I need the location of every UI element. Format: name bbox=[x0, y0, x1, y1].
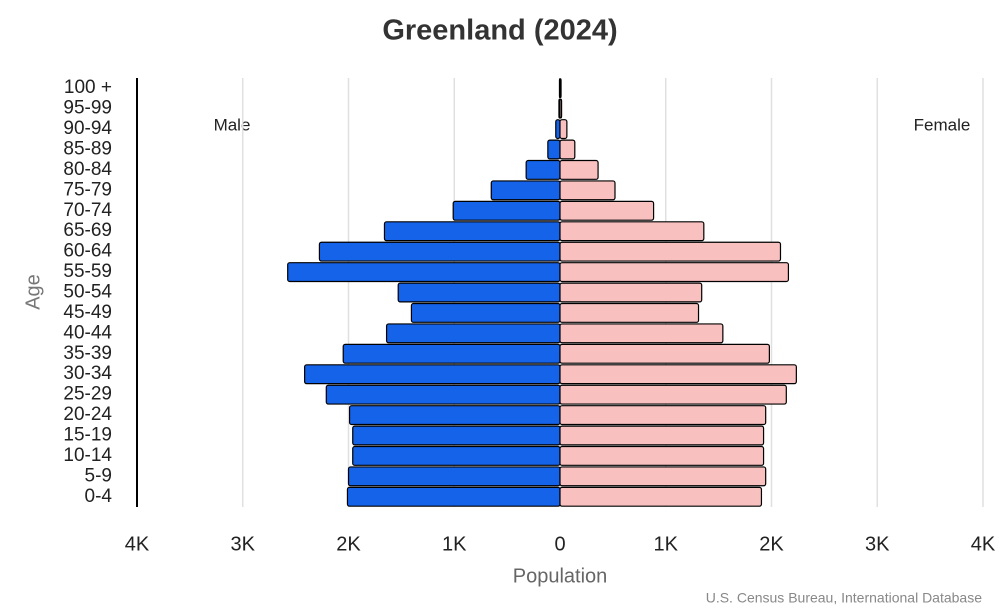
bar bbox=[304, 364, 561, 385]
y-tick-label: 50-54 bbox=[63, 282, 112, 303]
bar bbox=[383, 221, 561, 242]
bar bbox=[559, 139, 576, 160]
bar bbox=[325, 384, 561, 405]
y-tick-label: 90-94 bbox=[63, 118, 112, 139]
y-tick-label: 75-79 bbox=[63, 179, 112, 200]
x-tick-label: 2K bbox=[759, 533, 784, 555]
legend-label: Male bbox=[214, 115, 251, 134]
bar bbox=[559, 200, 655, 221]
y-tick-label: 0-4 bbox=[85, 486, 113, 507]
bar bbox=[559, 384, 787, 405]
y-tick-label: 65-69 bbox=[63, 220, 112, 241]
bar bbox=[346, 486, 561, 507]
bar bbox=[559, 486, 763, 507]
x-tick-label: 1K bbox=[442, 533, 467, 555]
bar bbox=[397, 282, 561, 303]
y-tick-label: 80-84 bbox=[63, 159, 112, 180]
bar bbox=[559, 282, 703, 303]
bar bbox=[559, 466, 767, 487]
bar bbox=[385, 323, 561, 344]
y-tick-label: 25-29 bbox=[63, 384, 112, 405]
bar bbox=[347, 466, 561, 487]
x-axis-label: Population bbox=[513, 565, 608, 587]
y-tick-label: 30-34 bbox=[63, 363, 112, 384]
bar bbox=[352, 425, 561, 446]
bar bbox=[559, 221, 705, 242]
bar bbox=[287, 262, 561, 283]
y-tick-label: 45-49 bbox=[63, 302, 112, 323]
bar bbox=[559, 405, 767, 426]
bar bbox=[547, 139, 561, 160]
bar bbox=[559, 119, 568, 140]
bar bbox=[525, 159, 561, 180]
bar bbox=[318, 241, 561, 262]
chart-title: Greenland (2024) bbox=[382, 15, 617, 47]
bar bbox=[559, 78, 562, 99]
bar bbox=[490, 180, 561, 201]
y-tick-label: 10-14 bbox=[63, 445, 112, 466]
y-tick-label: 15-19 bbox=[63, 425, 112, 446]
y-tick-label: 95-99 bbox=[63, 98, 112, 119]
bar bbox=[559, 302, 700, 323]
bar bbox=[559, 262, 790, 283]
bar bbox=[348, 405, 561, 426]
y-tick-label: 55-59 bbox=[63, 261, 112, 282]
y-tick-label: 100 + bbox=[64, 77, 112, 98]
source-note: U.S. Census Bureau, International Databa… bbox=[706, 590, 982, 606]
x-tick-label: 4K bbox=[971, 533, 996, 555]
x-tick-label: 0 bbox=[554, 533, 565, 555]
x-tick-label: 2K bbox=[336, 533, 361, 555]
y-axis-label: Age bbox=[22, 274, 44, 310]
bar bbox=[559, 343, 770, 364]
y-tick-label: 40-44 bbox=[63, 322, 112, 343]
bar bbox=[559, 241, 782, 262]
y-tick-label: 20-24 bbox=[63, 404, 112, 425]
y-tick-label: 85-89 bbox=[63, 139, 112, 160]
bar bbox=[342, 343, 561, 364]
bar bbox=[452, 200, 561, 221]
bar bbox=[555, 119, 561, 140]
bar bbox=[352, 445, 561, 466]
bar bbox=[559, 180, 616, 201]
y-tick-label: 70-74 bbox=[63, 200, 112, 221]
y-tick-label: 5-9 bbox=[85, 465, 112, 486]
x-tick-label: 1K bbox=[654, 533, 679, 555]
bar bbox=[559, 323, 724, 344]
x-tick-label: 4K bbox=[125, 533, 150, 555]
x-tick-label: 3K bbox=[231, 533, 256, 555]
bar bbox=[559, 445, 765, 466]
y-tick-label: 35-39 bbox=[63, 343, 112, 364]
bar bbox=[410, 302, 561, 323]
legend-label: Female bbox=[914, 115, 971, 134]
bar bbox=[559, 98, 563, 119]
bar bbox=[559, 364, 797, 385]
bar bbox=[559, 425, 765, 446]
x-tick-label: 3K bbox=[865, 533, 890, 555]
y-tick-label: 60-64 bbox=[63, 241, 112, 262]
bar bbox=[559, 159, 599, 180]
